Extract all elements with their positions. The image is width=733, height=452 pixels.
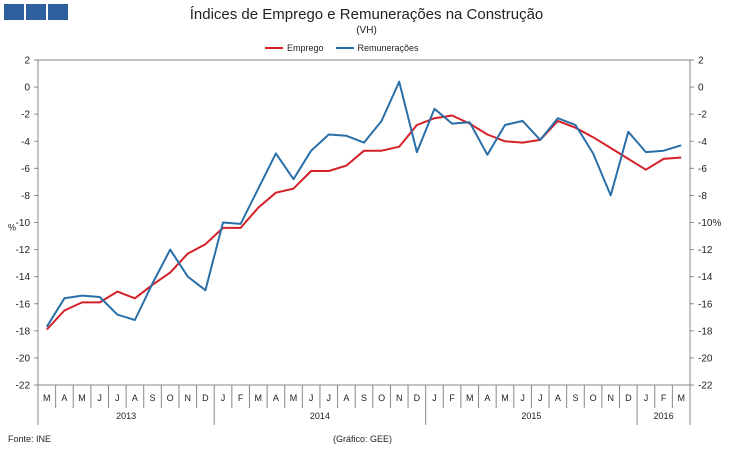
year-label: 2014	[310, 411, 330, 421]
month-tick-label: A	[273, 393, 279, 403]
y-tick-label-right: -8	[698, 191, 707, 202]
y-tick-label-right: 2	[698, 56, 704, 67]
month-tick-label: A	[132, 393, 138, 403]
series-line-remuneracoes	[45, 80, 682, 328]
y-tick-label-left: -12	[16, 245, 31, 256]
y-tick-label-left: -22	[16, 381, 31, 392]
month-tick-label: D	[625, 393, 632, 403]
year-label: 2015	[521, 411, 541, 421]
y-tick-label-left: -4	[21, 137, 30, 148]
month-tick-label: J	[520, 393, 525, 403]
month-tick-label: M	[677, 393, 685, 403]
month-tick-label: A	[61, 393, 67, 403]
y-tick-label-right: -16	[698, 299, 713, 310]
y-axis-label: %	[8, 223, 16, 233]
y-tick-label-left: -8	[21, 191, 30, 202]
y-tick-label-left: -6	[21, 164, 30, 175]
legend-label-remuneracoes: Remunerações	[357, 43, 419, 53]
month-tick-label: M	[501, 393, 509, 403]
month-tick-label: A	[484, 393, 490, 403]
y-tick-label-left: -14	[16, 272, 31, 283]
y-tick-label-left: -2	[21, 110, 30, 121]
month-tick-label: J	[644, 393, 649, 403]
y-tick-label-right: -2	[698, 110, 707, 121]
y-tick-label-left: 0	[24, 83, 30, 94]
y-tick-label-right: -22	[698, 381, 713, 392]
month-tick-label: M	[78, 393, 86, 403]
month-tick-label: M	[255, 393, 263, 403]
month-tick-label: J	[432, 393, 437, 403]
month-tick-label: J	[538, 393, 543, 403]
chart-title: Índices de Emprego e Remunerações na Con…	[189, 6, 544, 23]
month-tick-label: J	[327, 393, 332, 403]
y-tick-label-right: -18	[698, 326, 713, 337]
y-tick-label-right: -6	[698, 164, 707, 175]
month-tick-label: M	[290, 393, 298, 403]
logo-block	[4, 4, 24, 20]
month-tick-label: F	[661, 393, 667, 403]
month-tick-label: F	[449, 393, 455, 403]
chart-legend: Emprego Remunerações	[265, 43, 431, 53]
legend-swatch-remuneracoes	[335, 47, 354, 49]
y-tick-label-right: -10%	[698, 218, 721, 229]
month-tick-label: J	[115, 393, 120, 403]
month-tick-label: D	[202, 393, 209, 403]
month-tick-label: F	[238, 393, 244, 403]
month-tick-label: S	[361, 393, 367, 403]
chart-subtitle: (VH)	[356, 25, 377, 36]
legend-swatch-emprego	[265, 47, 283, 49]
logo-block	[48, 4, 68, 20]
month-tick-label: J	[221, 393, 226, 403]
plot-area-frame	[37, 59, 691, 386]
y-tick-label-right: -12	[698, 245, 713, 256]
month-tick-label: J	[97, 393, 102, 403]
month-tick-label: S	[150, 393, 156, 403]
year-label: 2016	[654, 411, 674, 421]
y-tick-label-left: -20	[16, 353, 31, 364]
legend-label-emprego: Emprego	[287, 43, 324, 53]
series-line-emprego	[46, 114, 682, 331]
y-tick-label-right: 0	[698, 83, 704, 94]
y-tick-label-left: -10	[16, 218, 31, 229]
month-tick-label: O	[378, 393, 385, 403]
month-tick-label: A	[343, 393, 349, 403]
year-label: 2013	[116, 411, 136, 421]
y-tick-label-right: -20	[698, 353, 713, 364]
y-tick-label-left: 2	[24, 56, 30, 67]
month-tick-label: J	[309, 393, 314, 403]
legend-item-remuneracoes: Remunerações	[335, 43, 419, 53]
month-tick-label: M	[43, 393, 51, 403]
month-tick-label: O	[590, 393, 597, 403]
legend-item-emprego: Emprego	[265, 43, 324, 53]
gee-logo-icon	[4, 4, 68, 20]
y-tick-label-right: -14	[698, 272, 713, 283]
y-tick-label-right: -4	[698, 137, 707, 148]
month-tick-label: N	[396, 393, 403, 403]
y-tick-label-left: -16	[16, 299, 31, 310]
month-tick-label: M	[466, 393, 474, 403]
logo-block	[26, 4, 46, 20]
source-note: Fonte: INE	[8, 434, 52, 444]
month-tick-label: A	[555, 393, 561, 403]
y-tick-label-left: -18	[16, 326, 31, 337]
month-tick-label: N	[607, 393, 614, 403]
credit-note: (Gráfico: GEE)	[333, 434, 393, 444]
month-tick-label: N	[185, 393, 192, 403]
month-tick-label: O	[167, 393, 174, 403]
month-tick-label: S	[572, 393, 578, 403]
month-tick-label: D	[414, 393, 421, 403]
